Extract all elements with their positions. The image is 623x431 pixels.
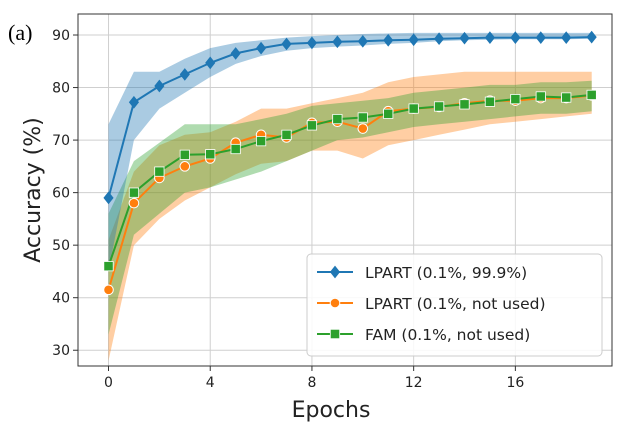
x-tick-label: 12 xyxy=(405,375,423,391)
y-tick-label: 70 xyxy=(52,133,70,149)
y-tick-label: 30 xyxy=(52,343,70,359)
series-1-point xyxy=(103,191,114,205)
series-3-point xyxy=(205,149,216,160)
series-3-point xyxy=(484,96,496,107)
x-tick-label: 0 xyxy=(104,375,113,391)
series-markers xyxy=(103,30,597,296)
y-axis-label: Accuracy (%) xyxy=(21,117,46,263)
x-tick-label: 8 xyxy=(307,375,316,391)
series-1-point xyxy=(357,34,368,48)
y-tick-label: 60 xyxy=(52,186,70,202)
legend-entry-label: FAM (0.1%, not used) xyxy=(365,326,530,344)
series-3-point xyxy=(332,113,343,125)
series-3-point xyxy=(306,120,318,131)
x-axis-label: Epochs xyxy=(292,398,371,423)
series-3-point xyxy=(103,261,114,272)
series-3-point xyxy=(383,108,394,119)
series-1-point xyxy=(205,56,216,70)
series-1-point xyxy=(535,31,546,44)
series-1-point xyxy=(306,36,318,50)
series-1-point xyxy=(383,33,394,47)
legend-entry-label: LPART (0.1%, not used) xyxy=(365,295,546,313)
series-3-point xyxy=(357,112,368,123)
series-1-point xyxy=(154,79,165,93)
confidence-bands xyxy=(108,32,592,361)
y-tick-label: 40 xyxy=(52,291,70,307)
y-tick-label: 80 xyxy=(52,81,70,97)
series-1-point xyxy=(128,95,140,109)
series-1-point xyxy=(281,37,292,51)
series-3-band xyxy=(108,80,592,335)
series-1-point xyxy=(586,30,597,44)
y-axis-ticks: 30 40 50 60 70 80 90 xyxy=(52,28,78,359)
series-3-point xyxy=(434,101,445,112)
series-1-point xyxy=(332,35,343,49)
series-2-point xyxy=(179,161,191,172)
series-3-point xyxy=(179,149,190,160)
legend: LPART (0.1%, 99.9%) LPART (0.1%, not used… xyxy=(306,253,603,357)
x-tick-label: 4 xyxy=(206,375,215,391)
series-3-point xyxy=(256,136,267,147)
series-1-point xyxy=(434,32,445,46)
x-axis-ticks: 0 4 8 12 16 xyxy=(104,366,524,391)
series-3-point xyxy=(561,92,572,103)
series-3-point xyxy=(535,91,546,102)
legend-box xyxy=(306,253,603,357)
series-1-point xyxy=(230,47,241,60)
x-tick-label: 16 xyxy=(506,375,524,391)
series-3-point xyxy=(408,103,419,114)
series-1-point xyxy=(484,31,496,44)
axes-frame xyxy=(77,13,613,367)
series-1-point xyxy=(408,33,419,47)
series-3-point xyxy=(281,129,292,140)
series-3-point xyxy=(230,143,241,155)
series-1-point xyxy=(256,41,267,55)
y-tick-label: 90 xyxy=(52,28,70,44)
y-tick-label: 50 xyxy=(52,238,70,254)
series-3-point xyxy=(154,166,165,177)
series-1-point xyxy=(459,31,470,45)
series-1-point xyxy=(561,31,572,44)
series-3-point xyxy=(586,89,597,100)
legend-swatch-marker xyxy=(329,297,341,309)
series-3-point xyxy=(128,187,140,198)
legend-swatch-marker xyxy=(329,265,341,279)
series-3-point xyxy=(510,94,521,105)
series-2-point xyxy=(128,197,140,209)
plot-frame xyxy=(77,13,613,367)
series-3-point xyxy=(459,99,470,110)
legend-entry-label: LPART (0.1%, 99.9%) xyxy=(365,264,527,282)
series-2-band xyxy=(108,71,592,361)
grid-lines xyxy=(78,14,612,366)
legend-swatch-marker xyxy=(329,328,341,340)
series-2-point xyxy=(103,284,114,296)
series-2-point xyxy=(357,123,369,134)
series-1-point xyxy=(510,31,521,44)
panel-label: (a) xyxy=(8,20,32,45)
series-1-point xyxy=(179,68,190,81)
